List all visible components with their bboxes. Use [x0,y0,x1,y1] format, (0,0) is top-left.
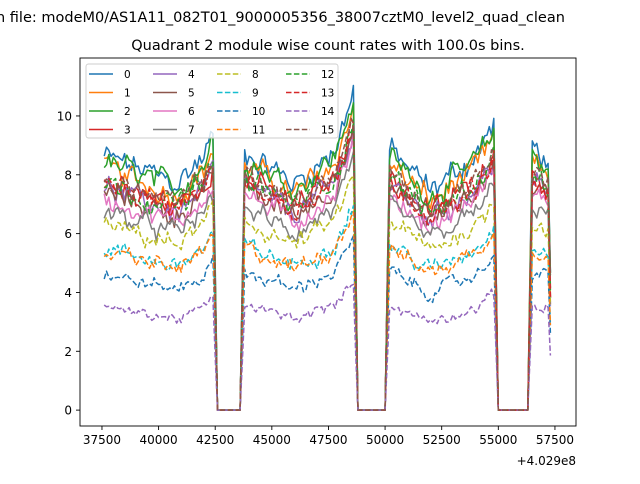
series-line-10 [103,235,552,411]
x-tick-label: 55000 [479,433,517,447]
legend-item-10: 10 [217,106,265,118]
series-lines [103,84,552,411]
legend-item-7: 7 [153,125,195,137]
legend-label: 6 [188,106,195,118]
series-line-2 [103,102,552,411]
chart-title: Quadrant 2 module wise count rates with … [131,38,525,54]
legend-label: 8 [252,69,259,81]
legend-item-4: 4 [153,69,195,81]
legend-label: 2 [124,106,131,118]
legend-item-14: 14 [286,106,335,118]
legend-item-8: 8 [217,69,259,81]
legend-item-11: 11 [217,125,265,137]
series-line-13 [103,118,552,411]
series-line-15 [103,117,552,411]
legend-item-9: 9 [217,88,259,100]
x-tick-label: 47500 [309,433,347,447]
x-axis: 37500 40000 42500 45000 47500 50000 52500 55000… [83,426,574,447]
plot-area-frame [79,57,577,427]
series-line-11 [103,210,552,411]
legend-label: 14 [321,106,335,118]
legend-item-12: 12 [286,69,334,81]
y-tick-label: 0 [64,404,72,418]
x-tick-label: 52500 [423,433,461,447]
legend-label: 0 [124,69,131,81]
legend-label: 1 [124,88,131,100]
legend-label: 5 [188,88,195,100]
legend-item-1: 1 [89,88,131,100]
figure-suptitle: n file: modeM0/AS1A11_082T01_9000005356_… [0,10,565,26]
x-tick-label: 45000 [253,433,291,447]
legend-label: 13 [321,88,334,100]
y-tick-label: 4 [64,286,72,300]
series-line-8 [103,174,552,411]
y-tick-label: 10 [57,109,72,123]
legend-label: 10 [252,106,265,118]
x-tick-label: 40000 [139,433,177,447]
x-tick-label: 50000 [366,433,404,447]
legend-label: 4 [188,69,195,81]
series-line-14 [103,283,552,411]
y-tick-label: 8 [64,168,72,182]
x-tick-label: 42500 [196,433,234,447]
series-line-6 [103,134,552,411]
series-line-12 [104,122,552,411]
legend-label: 11 [252,125,265,137]
x-tick-label: 57500 [536,433,574,447]
series-line-1 [104,103,552,411]
legend-frame [85,63,339,139]
legend-label: 7 [188,125,195,137]
y-axis: 0 2 4 6 8 10 [57,109,80,418]
legend-item-2: 2 [89,106,131,118]
x-tick-label: 37500 [83,433,121,447]
legend-item-5: 5 [153,88,195,100]
legend-item-6: 6 [153,106,195,118]
legend-label: 15 [321,125,334,137]
legend-item-3: 3 [89,125,131,137]
legend-label: 12 [321,69,334,81]
x-offset-text: +4.029e8 [517,454,576,468]
legend-item-0: 0 [89,69,131,81]
legend-item-13: 13 [286,88,334,100]
series-line-9 [103,205,552,411]
y-tick-label: 2 [64,345,72,359]
y-tick-label: 6 [64,227,72,241]
legend-label: 3 [124,125,131,137]
series-line-7 [103,151,552,411]
legend-label: 9 [252,88,259,100]
legend-item-15: 15 [286,125,334,137]
